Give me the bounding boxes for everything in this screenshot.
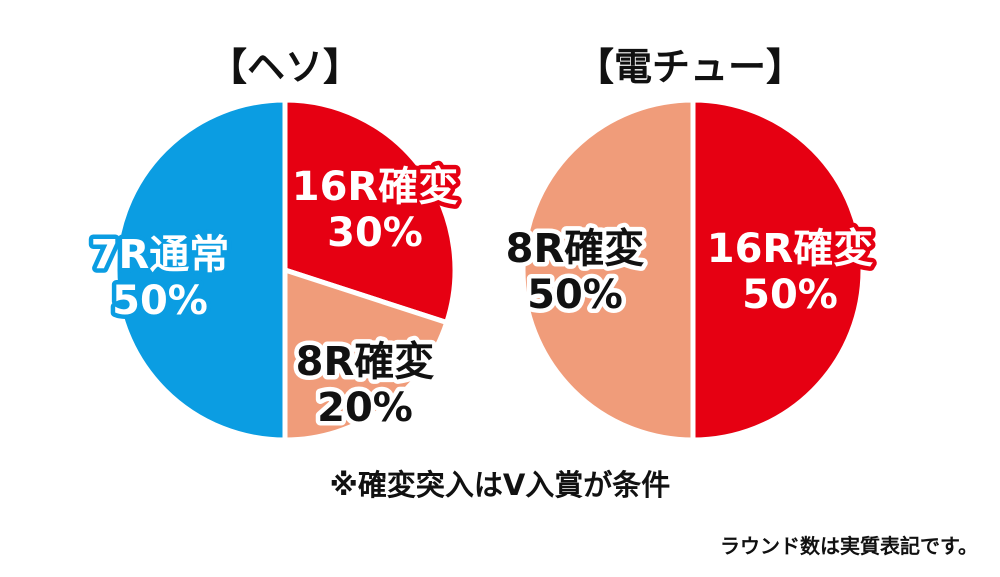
denchu-8r-slice-label: 8R確変 50% [506,226,645,318]
heso-7r-slice-label: 7R通常 50% [91,232,230,324]
heso-16r-slice [282,97,458,326]
denchu-8r-slice [520,97,696,443]
denchu-pie-chart: 【電チュー】 16R確変 50% 8R確変 50% [501,45,878,443]
heso-pie-chart: 【ヘソ】 16R確変 30% 8R確変 20% 7R通常 50% [86,45,463,443]
footnote: ※確変突入はV入賞が条件 [329,468,671,502]
denchu-title: 【電チュー】 [576,45,804,89]
denchu-16r-slice-label: 16R確変 50% [707,226,873,318]
source-note: ラウンド数は実質表記です。 [720,534,978,558]
heso-title: 【ヘソ】 [209,45,361,89]
heso-16r-slice-label: 16R確変 30% [292,164,458,256]
heso-8r-slice-label: 8R確変 20% [296,339,435,431]
heso-8r-slice [282,266,450,443]
heso-7r-slice [112,97,288,443]
denchu-16r-slice [690,97,866,443]
